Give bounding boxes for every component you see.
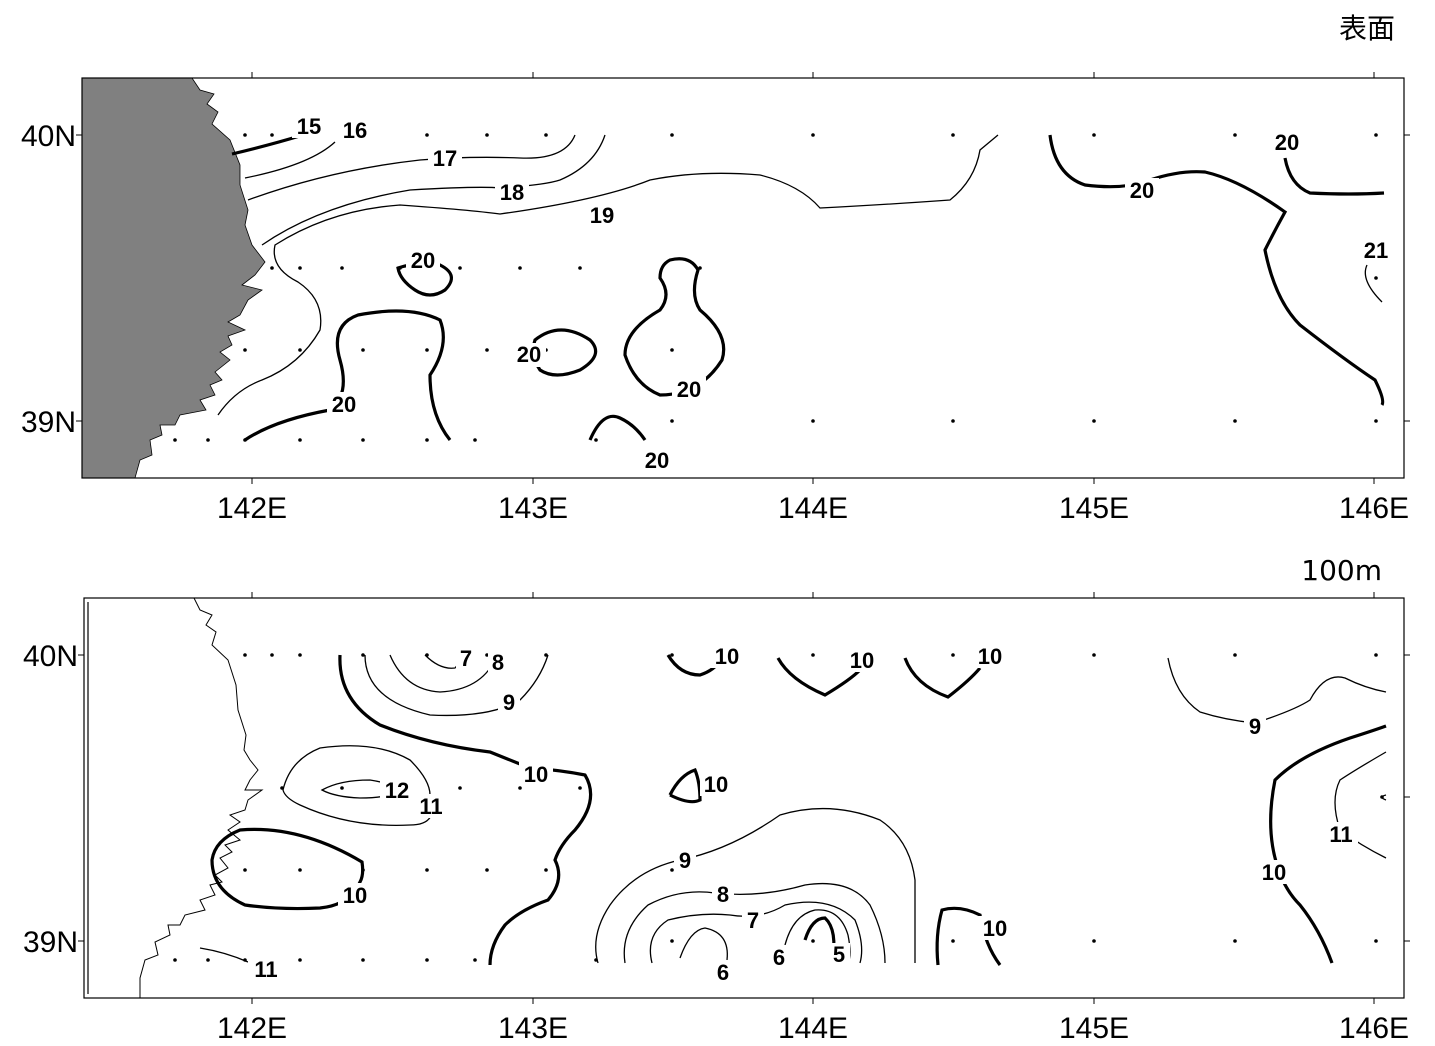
contour-label-11: 11 [419, 794, 442, 819]
contour-label-10: 10 [704, 772, 728, 797]
surface-contours [217, 133, 1385, 442]
contour-label-10: 10 [978, 644, 1002, 669]
lon-label-145e: 145E [1059, 492, 1129, 525]
contour-label-11: 11 [254, 957, 277, 982]
contour-label-9: 9 [503, 690, 515, 715]
contour-label-19: 19 [590, 203, 614, 228]
lon-label-143e: 143E [498, 1012, 568, 1045]
lon-label-142e: 142E [217, 1012, 287, 1045]
lon-label-144e: 144E [778, 492, 848, 525]
contour-label-16: 16 [343, 118, 367, 143]
lon-label-145e: 145E [1059, 1012, 1129, 1045]
contour-label-21: 21 [1364, 238, 1388, 263]
contour-label-6: 6 [717, 960, 729, 985]
surface-map-frame [81, 77, 1405, 479]
surface-contour-labels: 15 16 17 18 19 20 20 20 20 20 20 20 21 [292, 114, 1388, 473]
land-mass [81, 77, 266, 479]
depth-map-frame [83, 597, 1405, 999]
lon-label-142e: 142E [217, 492, 287, 525]
surface-panel-title: 表面 [1339, 12, 1395, 45]
lon-label-144e: 144E [778, 1012, 848, 1045]
lat-label-40n: 40N [21, 120, 76, 153]
contour-label-8: 8 [492, 650, 504, 675]
contour-label-12: 12 [385, 778, 409, 803]
contour-label-20: 20 [411, 248, 435, 273]
contour-label-20: 20 [1275, 130, 1299, 155]
lat-label-39n: 39N [21, 406, 76, 439]
contour-label-15: 15 [297, 114, 321, 139]
depth-100m-panel: 100m 40N 39N 142E 143E 144E 145E 146E [23, 554, 1410, 1045]
contour-label-20: 20 [332, 392, 356, 417]
contour-label-6: 6 [773, 945, 785, 970]
lat-label-40n: 40N [23, 640, 78, 673]
depth-ticks [78, 592, 1410, 1004]
contour-label-20: 20 [1130, 178, 1154, 203]
lat-label-39n: 39N [23, 926, 78, 959]
contour-label-7: 7 [747, 908, 759, 933]
contour-label-11: 11 [1329, 822, 1352, 847]
depth-contour-labels: 7 8 9 10 10 10 9 10 12 11 10 10 9 8 7 6 … [248, 644, 1358, 985]
contour-label-20: 20 [645, 448, 669, 473]
lon-label-146e: 146E [1339, 492, 1409, 525]
contour-label-20: 20 [677, 377, 701, 402]
contour-label-7: 7 [460, 646, 472, 671]
contour-label-10: 10 [524, 762, 548, 787]
coastline [83, 597, 264, 999]
contour-label-20: 20 [517, 342, 541, 367]
lon-label-146e: 146E [1339, 1012, 1409, 1045]
contour-label-10: 10 [343, 883, 367, 908]
contour-label-10: 10 [715, 644, 739, 669]
contour-label-18: 18 [500, 180, 524, 205]
depth-stations [173, 653, 1384, 962]
depth-contours [199, 654, 1387, 966]
contour-label-9: 9 [1249, 714, 1261, 739]
surface-ticks [76, 72, 1410, 484]
depth-panel-title: 100m [1301, 554, 1382, 587]
contour-label-17: 17 [433, 146, 457, 171]
contour-label-10: 10 [983, 916, 1007, 941]
contour-label-9: 9 [679, 848, 691, 873]
contour-label-10: 10 [850, 648, 874, 673]
contour-label-5: 5 [833, 942, 845, 967]
surface-panel: 表面 40N 39N 142E 143E 144E 145E 146E [21, 12, 1410, 525]
contour-label-10: 10 [1262, 860, 1286, 885]
lon-label-143e: 143E [498, 492, 568, 525]
contour-label-8: 8 [717, 882, 729, 907]
